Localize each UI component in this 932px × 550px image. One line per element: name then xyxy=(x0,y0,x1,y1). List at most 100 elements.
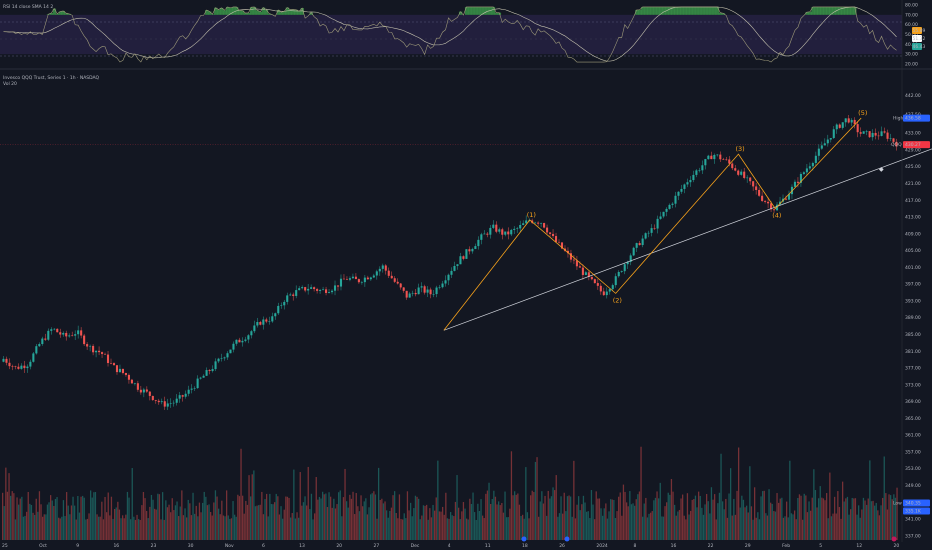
event-marker-icon[interactable] xyxy=(521,536,527,542)
volume-bar xyxy=(358,511,361,540)
volume-bar xyxy=(691,499,693,540)
elliott-wave-line[interactable] xyxy=(443,117,862,331)
rsi-overbought-area xyxy=(282,11,287,15)
volume-bar xyxy=(94,491,97,540)
price-candle xyxy=(202,375,205,378)
rsi-overbought-area xyxy=(820,6,824,15)
volume-bar xyxy=(834,496,836,540)
volume-bar xyxy=(869,460,871,540)
volume-bar xyxy=(534,461,537,540)
price-candle xyxy=(357,279,360,283)
volume-bar xyxy=(672,491,674,540)
price-candle xyxy=(731,163,734,169)
rsi-overbought-area xyxy=(261,7,266,15)
price-tick-label: 369.00 xyxy=(905,399,921,405)
volume-bar xyxy=(546,515,548,540)
price-candle xyxy=(471,248,474,252)
price-candle xyxy=(874,132,877,136)
volume-bar xyxy=(315,477,317,540)
rsi-overbought-area xyxy=(814,6,818,15)
rsi-overbought-area xyxy=(718,12,723,15)
price-candle xyxy=(644,233,647,239)
volume-bar xyxy=(653,500,655,540)
volume-bar xyxy=(77,496,79,540)
price-candle xyxy=(755,186,758,190)
volume-bar xyxy=(421,515,423,540)
volume-bar xyxy=(450,512,452,540)
price-candle xyxy=(662,211,665,217)
price-candle xyxy=(265,319,268,322)
volume-bar xyxy=(718,492,721,540)
rsi-overbought-area xyxy=(835,6,839,15)
event-marker-icon[interactable] xyxy=(564,536,570,542)
price-candle xyxy=(292,294,295,296)
rsi-overbought-area xyxy=(808,11,812,15)
price-candle xyxy=(190,388,193,390)
price-candle xyxy=(793,181,797,187)
volume-bar xyxy=(347,507,349,540)
price-candle xyxy=(674,195,677,204)
volume-bar xyxy=(802,519,804,540)
volume-bar xyxy=(56,497,58,540)
price-candle xyxy=(740,171,743,175)
price-candle xyxy=(773,209,776,211)
volume-bar xyxy=(784,516,786,540)
volume-bar xyxy=(539,501,541,540)
price-candle xyxy=(145,389,148,392)
volume-bar xyxy=(771,503,773,540)
volume-bar xyxy=(891,499,893,540)
price-candle xyxy=(749,177,752,182)
price-candle xyxy=(590,276,593,280)
rsi-overbought-area xyxy=(258,11,263,15)
volume-bar xyxy=(10,495,12,540)
time-tick-label: 11 xyxy=(485,543,491,549)
price-candle xyxy=(495,224,498,232)
volume-bar xyxy=(638,491,641,540)
price-candle xyxy=(286,295,289,302)
volume-bar xyxy=(237,494,239,540)
volume-bar xyxy=(840,518,842,540)
volume-bar xyxy=(376,518,378,540)
trendline[interactable] xyxy=(443,148,932,331)
volume-bar xyxy=(278,514,281,540)
rsi-overbought-area xyxy=(644,6,648,15)
volume-bar xyxy=(104,496,106,540)
volume-bar xyxy=(27,491,29,540)
volume-bar xyxy=(474,512,476,540)
volume-bar xyxy=(514,491,516,540)
price-candle xyxy=(743,171,746,178)
price-candle xyxy=(435,287,438,295)
rsi-badge: 51.32 xyxy=(913,36,926,42)
volume-bar xyxy=(138,519,140,540)
volume-bar xyxy=(595,491,597,540)
price-candle xyxy=(575,260,578,267)
volume-bar xyxy=(747,512,749,540)
volume-bar xyxy=(661,516,663,540)
volume-bar xyxy=(211,515,213,540)
rsi-tick-label: 80.00 xyxy=(905,3,918,9)
volume-bar xyxy=(45,514,47,540)
price-candle xyxy=(584,272,587,275)
volume-bar xyxy=(131,468,133,540)
volume-bar xyxy=(370,494,372,540)
rsi-overbought-area xyxy=(682,6,687,15)
price-candle xyxy=(133,383,136,384)
price-candle xyxy=(486,233,489,235)
volume-bar xyxy=(475,519,477,540)
volume-bar xyxy=(328,492,330,540)
volume-bar xyxy=(520,515,522,540)
event-marker-icon[interactable] xyxy=(891,536,897,542)
volume-bar xyxy=(125,514,127,540)
volume-bar xyxy=(587,511,589,540)
volume-bar xyxy=(256,505,258,540)
volume-bar xyxy=(866,504,868,540)
price-candle xyxy=(880,131,883,136)
volume-bar xyxy=(738,447,740,540)
time-tick-label: Oct xyxy=(39,543,47,549)
volume-bar xyxy=(509,508,511,540)
volume-bar xyxy=(438,511,441,540)
price-candle xyxy=(593,279,596,284)
volume-bar xyxy=(179,506,181,540)
volume-bar xyxy=(320,498,322,540)
